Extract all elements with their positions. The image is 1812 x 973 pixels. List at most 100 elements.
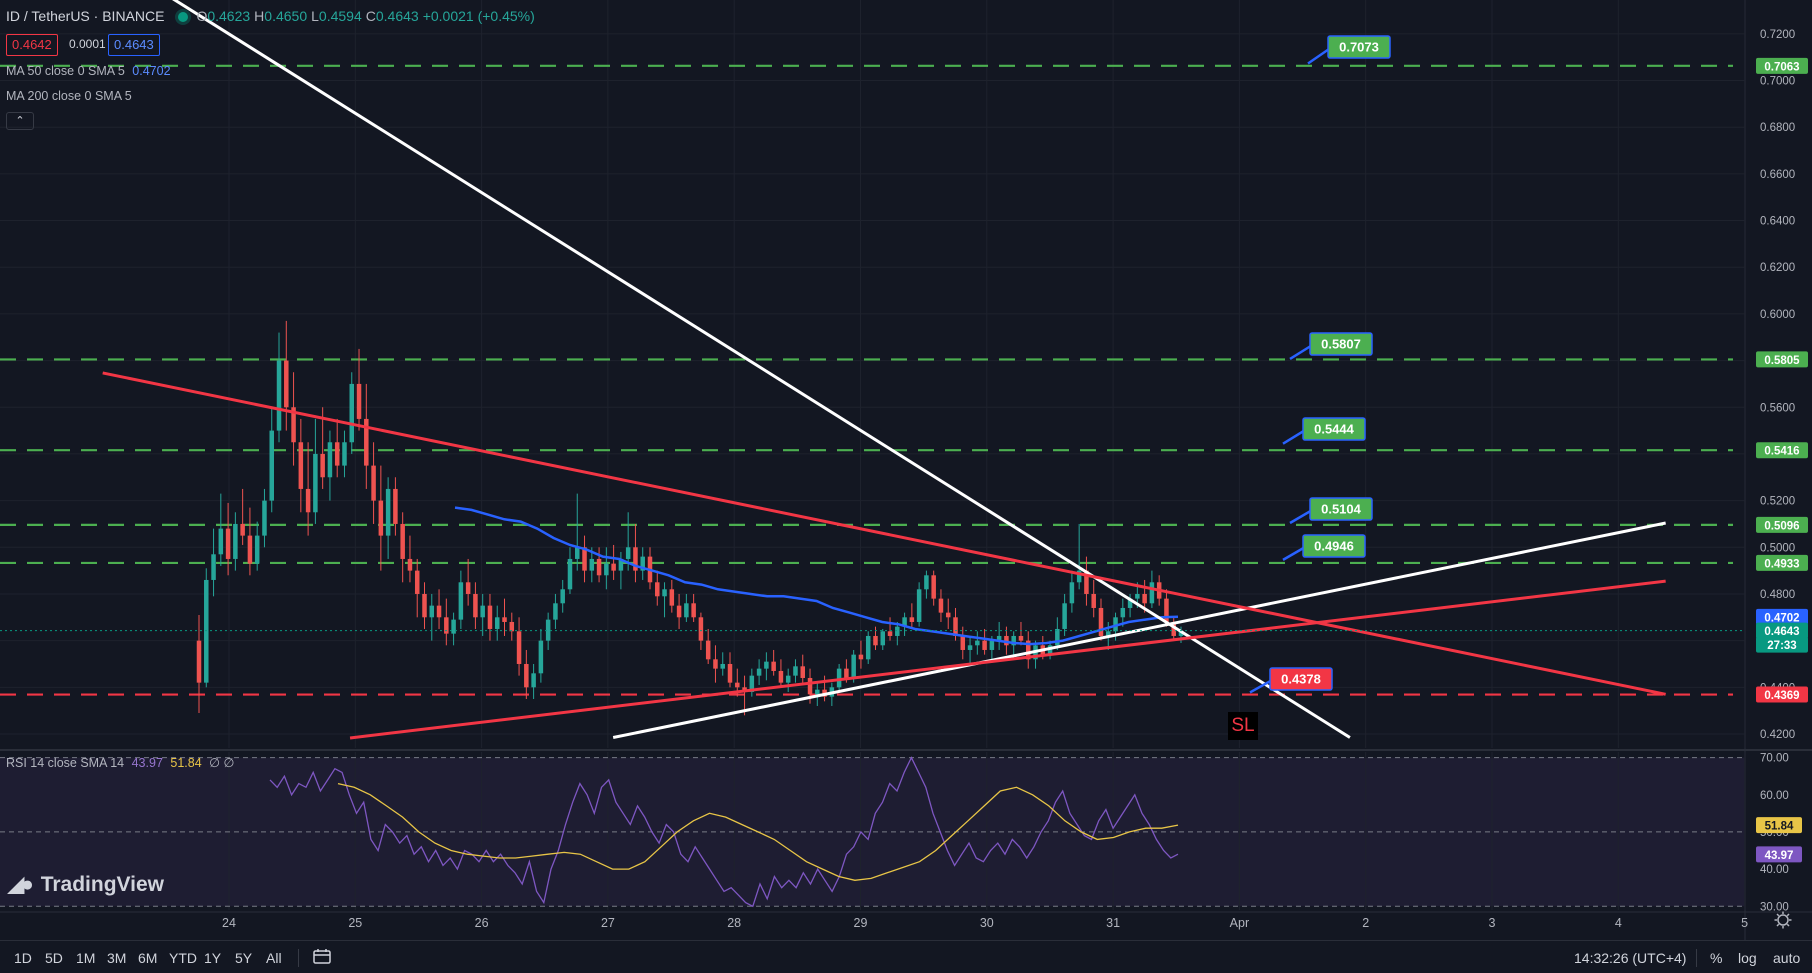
candle-body (414, 570, 420, 594)
rsi-sma-value: 51.84 (170, 756, 202, 770)
candle-body (1142, 593, 1147, 604)
ma50-legend[interactable]: MA 50 close 0 SMA 5 0.4702 (6, 64, 171, 78)
price-tag-label: 0.4369 (1764, 690, 1799, 702)
y-tick-label: 0.6600 (1760, 169, 1795, 181)
candle-body (545, 619, 551, 641)
ohlc-key: H (254, 8, 265, 24)
percent-toggle[interactable]: % (1710, 950, 1723, 966)
range-button-1m[interactable]: 1M (76, 950, 96, 966)
candle-body (385, 488, 391, 536)
candle-body (218, 528, 224, 555)
candle-body (815, 689, 820, 695)
ma200-label: MA 200 close 0 SMA 5 (6, 89, 132, 103)
candle-body (1004, 635, 1009, 646)
candle-body (785, 675, 791, 683)
spread-value: 0.0001 (69, 37, 106, 51)
trendline (102, 371, 1666, 696)
candle-body (342, 442, 347, 466)
candle-body (807, 677, 813, 695)
candle-body (1011, 635, 1016, 646)
trendline (612, 521, 1666, 739)
range-button-ytd[interactable]: YTD (169, 950, 197, 966)
ohlc-values: O0.4623 H0.4650 L0.4594 C0.4643 +0.0021 (+0.… (196, 8, 538, 24)
price-tag-label: 0.4643 (1764, 626, 1799, 638)
candle-body (975, 640, 980, 646)
candle-body (574, 547, 580, 559)
buy-price-box[interactable]: 0.4643 (108, 34, 160, 56)
range-button-3m[interactable]: 3M (107, 950, 127, 966)
candle-body (553, 603, 558, 620)
ohlc-key: L (311, 8, 319, 24)
log-toggle[interactable]: log (1738, 950, 1757, 966)
candle-body (625, 547, 631, 559)
callout-box (1269, 667, 1333, 691)
candle-body (465, 582, 471, 594)
range-button-5d[interactable]: 5D (45, 950, 63, 966)
candle-body (364, 418, 369, 466)
candle-body (858, 654, 864, 660)
calendar-range-icon[interactable] (312, 948, 332, 969)
x-tick-label: 29 (854, 916, 868, 930)
candle-body (1178, 630, 1184, 636)
rsi-sma-line (337, 782, 1179, 881)
candle-body (691, 603, 696, 618)
candle-body (611, 563, 616, 571)
ma200-legend[interactable]: MA 200 close 0 SMA 5 (6, 89, 132, 103)
y-tick-label: 0.4200 (1760, 729, 1795, 741)
grid-lines (0, 0, 1746, 910)
candle-body (1149, 582, 1155, 604)
candle-body (1055, 628, 1060, 646)
auto-toggle[interactable]: auto (1773, 950, 1801, 966)
candle-body (400, 523, 405, 559)
candle-body (938, 598, 944, 613)
candle-body (407, 558, 413, 571)
range-button-5y[interactable]: 5Y (235, 950, 253, 966)
rsi-y-tick-label: 60.00 (1760, 790, 1789, 802)
ma50-value: 0.4702 (132, 64, 171, 78)
price-tag (1756, 686, 1808, 703)
clock-display[interactable]: 14:32:26 (UTC+4) (1574, 950, 1687, 966)
candle-body (582, 547, 587, 571)
callout-label: 0.5444 (1314, 422, 1355, 437)
candle-body (444, 617, 449, 634)
candle-body (735, 682, 740, 688)
candle-body (996, 635, 1002, 641)
price-tag-label: 27:33 (1767, 640, 1796, 652)
y-tick-label: 0.6400 (1760, 216, 1795, 228)
range-button-all[interactable]: All (266, 950, 282, 966)
toolbar-divider (298, 949, 299, 967)
candle-body (313, 453, 318, 513)
candle-body (349, 383, 355, 443)
candle-body (531, 673, 536, 688)
tradingview-mark-icon: ◢● (8, 873, 34, 896)
candle-body (720, 663, 725, 669)
callout-box (1302, 417, 1366, 441)
candle-body (596, 558, 602, 576)
candle-body (589, 558, 595, 571)
y-tick-label: 0.7000 (1760, 76, 1795, 88)
callout-box (1327, 35, 1391, 59)
range-button-6m[interactable]: 6M (138, 950, 158, 966)
chevron-up-icon[interactable]: ⌃ (6, 112, 34, 130)
range-button-1y[interactable]: 1Y (204, 950, 222, 966)
candle-body (458, 582, 464, 620)
candle-body (705, 640, 711, 660)
candle-body (880, 631, 886, 646)
tradingview-logo[interactable]: ◢● TradingView (8, 872, 164, 897)
candle-body (204, 579, 209, 683)
stop-loss-label: SL (1228, 712, 1258, 740)
rsi-legend[interactable]: RSI 14 close SMA 14 43.97 51.84 ∅ ∅ (6, 755, 234, 770)
candle-body (713, 659, 718, 669)
range-button-1d[interactable]: 1D (14, 950, 32, 966)
sell-price-box[interactable]: 0.4642 (6, 34, 58, 56)
candle-body (1171, 621, 1176, 636)
candle-body (662, 589, 667, 597)
y-tick-label: 0.4800 (1760, 589, 1795, 601)
symbol-title[interactable]: ID / TetherUS · BINANCE (6, 8, 165, 24)
candle-body (945, 612, 951, 618)
candle-body (334, 442, 340, 466)
price-tag (1756, 57, 1808, 74)
candle-body (225, 528, 231, 559)
callout-box (1309, 332, 1373, 356)
